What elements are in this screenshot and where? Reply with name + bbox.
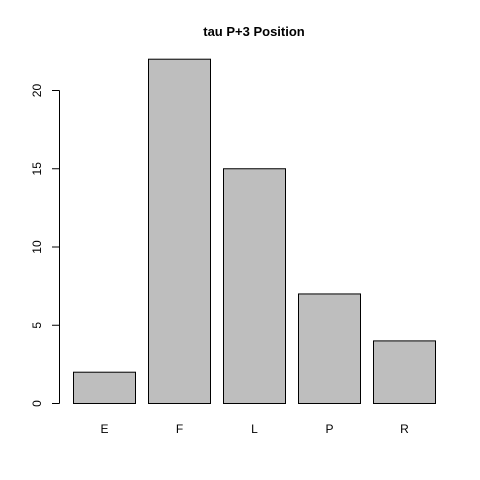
y-tick-label-15: 15 — [30, 162, 44, 176]
x-tick-label-f: F — [176, 422, 183, 436]
x-tick-label-p: P — [325, 422, 333, 436]
y-tick-label-10: 10 — [30, 240, 44, 254]
y-tick-label-0: 0 — [30, 400, 44, 407]
y-tick-label-20: 20 — [30, 84, 44, 98]
chart-title: tau P+3 Position — [203, 24, 305, 39]
y-axis: 0 5 10 15 20 — [30, 84, 60, 407]
bar-e — [73, 371, 136, 405]
x-tick-label-r: R — [400, 422, 409, 436]
bars-group — [73, 58, 436, 405]
x-tick-label-e: E — [100, 422, 108, 436]
bar-l — [223, 168, 286, 404]
y-tick-label-5: 5 — [30, 322, 44, 329]
bar-p — [298, 293, 361, 405]
bar-f — [148, 58, 211, 404]
bar-r — [373, 340, 436, 404]
x-tick-label-l: L — [251, 422, 258, 436]
